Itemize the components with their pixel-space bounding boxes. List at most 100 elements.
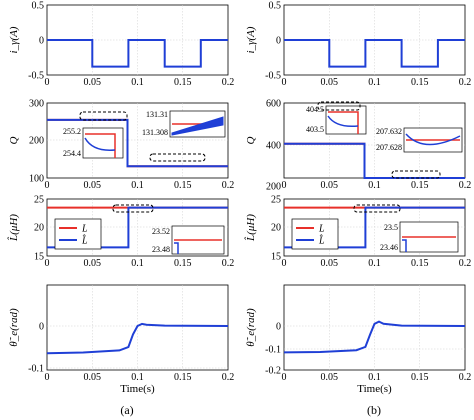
x-tick-label: 0.15	[411, 180, 429, 191]
zoom-marker	[317, 101, 361, 111]
series-line	[47, 39, 228, 68]
x-tick-label: 0.15	[174, 77, 192, 88]
y-tick-label: 20	[34, 223, 44, 234]
x-tick-label: 0.2	[459, 258, 472, 269]
legend-box	[54, 218, 102, 250]
x-tick-label: 0	[45, 180, 50, 191]
y-tick-label: 400	[266, 141, 281, 152]
x-tick-label: 0	[45, 372, 50, 383]
x-axis-label: Time(s)	[357, 383, 392, 395]
inset-frame	[325, 105, 367, 135]
panel-b-4: 0 0.05 0.1 0.15 0.2 0 -0.1 -0.2 θ̃_e(rad) Time(s)	[245, 284, 472, 395]
y-tick-label: 0	[276, 36, 281, 47]
x-tick-label: 0.15	[174, 258, 192, 269]
y-tick-label: 15	[34, 252, 44, 263]
panel-a-2: 0 0.05 0.1 0.15 0.2 300 200 100 Q 255.2 254.4 131.3…	[8, 99, 234, 192]
inset-tick-label: 23.48	[152, 245, 170, 254]
x-tick-label: 0.1	[368, 258, 381, 269]
legend-box	[291, 218, 339, 250]
x-tick-label: 0.2	[222, 77, 235, 88]
legend-label: L̂	[318, 234, 325, 247]
inset-tick-label: 23.5	[384, 223, 398, 232]
x-tick-label: 0.15	[411, 258, 429, 269]
x-tick-label: 0	[45, 258, 50, 269]
legend: LL̂	[291, 218, 339, 250]
y-tick-label: 0.5	[269, 1, 282, 12]
inset-series-blue	[327, 115, 359, 128]
x-tick-label: 0.1	[131, 180, 144, 191]
y-tick-label: 0	[39, 36, 44, 47]
legend-label: L̂	[81, 234, 88, 247]
inset-plot: 255.2 254.4	[63, 127, 124, 159]
inset-tick-label: 403.5	[306, 125, 324, 134]
x-tick-label: 0.05	[321, 77, 339, 88]
x-tick-label: 0.05	[321, 258, 339, 269]
y-axis-label: L̂(μH)	[7, 214, 20, 242]
y-tick-label: 100	[29, 174, 44, 185]
panel-a-3: 0 0.05 0.1 0.15 0.2 25 20 15 L̂(μH) 23.52 23.48 LL̂	[7, 195, 234, 270]
x-tick-label: 0.1	[131, 372, 144, 383]
panel-b-1: 0 0.05 0.1 0.15 0.20.50-0.5i_γ(A)	[245, 1, 471, 89]
zoom-marker	[391, 170, 441, 179]
x-tick-label: 0.1	[368, 180, 381, 191]
inset-tick-label: 131.308	[142, 128, 168, 137]
x-tick-label: 0.2	[222, 372, 235, 383]
y-tick-label: 25	[34, 195, 44, 206]
y-axis-label: Q	[8, 136, 20, 144]
panel-a-1: 0 0.05 0.1 0.15 0.20.50-0.5i_γ(A)	[8, 1, 234, 89]
x-tick-label: 0.2	[459, 77, 472, 88]
y-tick-label: -0.1	[28, 364, 44, 375]
y-tick-label: 200	[266, 182, 281, 193]
x-tick-label: 0.15	[174, 372, 192, 383]
inset-series-blue	[405, 133, 461, 146]
x-tick-label: 0.2	[222, 180, 235, 191]
y-tick-label: 20	[271, 223, 281, 234]
x-axis-label: Time(s)	[120, 383, 155, 395]
x-tick-label: 0	[282, 258, 287, 269]
x-tick-label: 0	[282, 372, 287, 383]
x-tick-label: 0.15	[411, 77, 429, 88]
y-tick-label: -0.5	[265, 71, 281, 82]
inset-tick-label: 255.2	[63, 127, 81, 136]
x-tick-label: 0	[45, 77, 50, 88]
x-tick-label: 0	[282, 77, 287, 88]
x-tick-label: 0.05	[84, 372, 102, 383]
series-line	[283, 320, 466, 354]
y-axis-label: θ̃_e(rad)	[245, 308, 257, 347]
zoom-marker	[353, 204, 401, 213]
x-tick-label: 0.1	[368, 372, 381, 383]
series-line	[47, 118, 228, 168]
inset-tick-label: 207.632	[376, 127, 402, 136]
legend-label: L	[318, 224, 325, 235]
y-axis-label: θ̃_e(rad)	[8, 308, 20, 347]
y-axis-label: Q	[245, 136, 257, 144]
y-tick-label: 0	[39, 322, 44, 333]
series-line	[284, 142, 465, 179]
x-tick-label: 0.05	[321, 372, 339, 383]
y-tick-label: -0.2	[265, 366, 281, 377]
x-tick-label: 0.2	[459, 180, 472, 191]
inset-plot: 131.31 131.308	[142, 110, 226, 138]
zoom-marker	[79, 111, 128, 121]
caption-b: (b)	[367, 403, 381, 417]
inset-series-blue	[174, 242, 179, 254]
inset-plot: 207.632 207.628	[376, 127, 463, 153]
y-tick-label: -0.1	[265, 345, 281, 356]
y-axis-label: i_γ(A)	[8, 26, 20, 53]
y-tick-label: 0.5	[32, 1, 45, 12]
legend-label: L	[81, 224, 88, 235]
x-tick-label: 0.05	[84, 180, 102, 191]
inset-plot: 23.52 23.48	[152, 225, 225, 255]
zoom-marker	[112, 204, 154, 213]
x-tick-label: 0.2	[459, 372, 472, 383]
series-line	[46, 322, 229, 355]
x-tick-label: 0	[282, 180, 287, 191]
y-tick-label: 600	[266, 99, 281, 110]
x-tick-label: 0.05	[84, 77, 102, 88]
x-tick-label: 0.1	[368, 77, 381, 88]
inset-tick-label: 23.46	[380, 243, 398, 252]
inset-tick-label: 23.52	[152, 227, 170, 236]
panel-a-4: 0 0.05 0.1 0.15 0.20-0.1θ̃_e(rad)Time(s)	[8, 284, 235, 395]
inset-tick-label: 254.4	[63, 149, 81, 158]
